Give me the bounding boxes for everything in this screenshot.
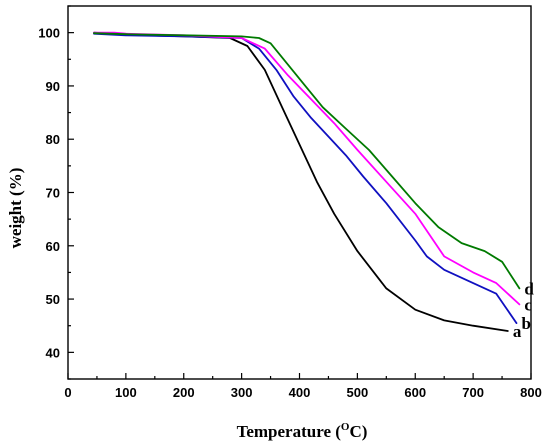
x-tick-label: 600	[404, 385, 426, 400]
x-tick-label: 500	[347, 385, 369, 400]
y-tick-label: 100	[38, 26, 60, 41]
x-tick-label: 100	[115, 385, 137, 400]
series-label-c: c	[524, 295, 532, 314]
x-tick-label: 300	[231, 385, 253, 400]
y-tick-label: 90	[46, 79, 60, 94]
x-tick-label: 800	[520, 385, 542, 400]
y-tick-label: 70	[46, 186, 60, 201]
axes-layer: 0 100 200 300 400 500 600 700 800 40 50 60 70 80 90 100	[38, 5, 542, 400]
series-layer	[93, 31, 521, 332]
y-tick-label: 40	[46, 345, 60, 360]
x-tick-label: 700	[462, 385, 484, 400]
x-axis-title: Temperature (OC)	[237, 421, 368, 441]
series-line-c	[93, 31, 521, 306]
series-label-b: b	[522, 314, 531, 333]
y-axis-title: weight (%)	[6, 168, 25, 249]
x-axis-title-tail: C)	[349, 422, 367, 441]
series-line-b	[93, 32, 518, 324]
x-axis-title-main: Temperature (	[237, 422, 342, 441]
y-tick-label: 50	[46, 292, 60, 307]
x-tick-label: 400	[289, 385, 311, 400]
series-label-d: d	[524, 279, 534, 298]
x-axis-title-sup: O	[341, 421, 350, 433]
series-line-a	[93, 31, 509, 332]
series-line-d	[93, 32, 521, 290]
x-tick-label: 200	[173, 385, 195, 400]
x-tick-label: 0	[64, 385, 71, 400]
y-tick-label: 80	[46, 132, 60, 147]
y-tick-label: 60	[46, 239, 60, 254]
series-label-a: a	[513, 322, 522, 341]
labels-layer: a bcd	[513, 279, 535, 341]
